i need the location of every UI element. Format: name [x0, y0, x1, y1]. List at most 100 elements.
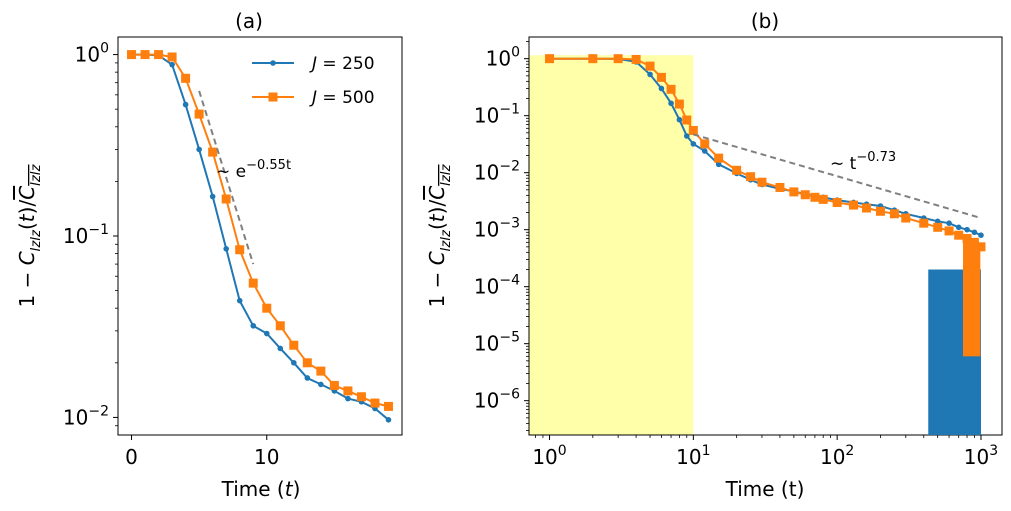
panel-a-series-2-point — [235, 245, 245, 255]
panel-b-series-2-point — [631, 54, 641, 64]
panel-a-series-1-point — [182, 101, 189, 108]
panel-a-series-2-point — [154, 50, 164, 60]
panel-b-series-1-point — [647, 71, 653, 78]
panel-b-y-label-text: 1 − CIzIz(t)/CIzIz — [425, 163, 454, 307]
panel-a-series-2-point — [383, 401, 393, 411]
panel-b-y-tick-label: 10−6 — [474, 387, 520, 413]
panel-b-series-2-point — [962, 234, 972, 244]
panel-a-series-2-point — [356, 392, 366, 402]
panel-b-series-1-point — [668, 100, 674, 107]
panel-b-y-tick-label: 10−3 — [474, 216, 520, 242]
panel-b-y-tick-label: 10−5 — [474, 330, 520, 356]
panel-b-series-2-point — [714, 153, 724, 163]
panel-b-series-1-point — [715, 161, 722, 168]
panel-a-series-1-point — [277, 345, 284, 352]
panel-b-series-2-point — [818, 194, 828, 204]
panel-b-series-2-point — [901, 213, 911, 223]
panel-b-y-tick-label: 10−2 — [474, 159, 520, 185]
panel-b-series-group — [545, 54, 986, 252]
panel-a-y-tick-label: 10−1 — [63, 222, 109, 248]
panel-b-series-2-point — [588, 54, 598, 64]
panel-b-series-2-point — [746, 172, 756, 182]
panel-b-series-2-point — [862, 203, 872, 213]
panel-b-series-1-point — [964, 226, 970, 233]
panel-b-series-2-point — [919, 218, 929, 228]
panel-b-noise-orange — [963, 242, 981, 357]
panel-b-y-tick-label: 10−4 — [474, 273, 520, 299]
panel-a-series-1-point — [345, 395, 351, 402]
panel-b-y-tick-label: 100 — [486, 45, 520, 71]
legend-label-2: J = 500 — [309, 88, 375, 108]
panel-b-series-1-point — [955, 224, 962, 231]
panel-a-series-2-point — [127, 50, 137, 60]
panel-a-x-axis-label: Time (t) — [221, 477, 301, 501]
panel-b-shaded-region — [529, 55, 694, 435]
panel-b-series-2-point — [875, 206, 885, 216]
panel-b-series-1-point — [934, 218, 941, 225]
panel-b-series-2-point — [832, 197, 842, 207]
panel-a-x-tick-label: 10 — [254, 445, 279, 469]
panel-a-x-tick-label: 0 — [125, 445, 138, 469]
panel-a-series-2-point — [248, 278, 258, 288]
legend-marker-2 — [268, 92, 278, 102]
panel-a-series-2-point — [316, 366, 326, 376]
panel-b-y-tick-label: 10−1 — [474, 102, 520, 128]
panel-b-series-1-point — [658, 85, 665, 92]
panel-a-series-2-point — [370, 398, 380, 408]
panel-a-series-2-point — [275, 321, 285, 331]
panel-a-series-2-point — [181, 73, 191, 83]
panel-a-series-2-point — [343, 386, 353, 396]
panel-b-series-2-point — [944, 226, 954, 236]
panel-a: (a) 1 − CIzIz(t)/CIzIz Time (t) 0 10 10−2 1… — [15, 9, 403, 501]
panel-b-series-1-point — [683, 133, 690, 139]
panel-b-series-2-point — [656, 72, 666, 82]
panel-a-series-1-point — [304, 375, 311, 381]
panel-a-fit-line — [198, 90, 255, 265]
panel-b-series-2-point — [789, 187, 799, 197]
panel-b-series-2-point — [810, 192, 820, 202]
panel-b-series-2-point — [933, 222, 943, 232]
panel-b-series-2-point — [849, 200, 859, 210]
panel-a-series-1-point — [385, 417, 392, 423]
panel-a-series-group — [127, 50, 393, 423]
panel-b-x-tick-label: 103 — [964, 443, 998, 469]
panel-b-x-tick-label: 102 — [820, 443, 854, 469]
panel-a-series-1-point — [169, 61, 175, 68]
panel-a-series-2-point — [208, 147, 218, 157]
panel-a-series-1-point — [291, 360, 297, 366]
panel-b-series-2-point — [545, 54, 555, 64]
panel-a-plot-area: 0 10 10−2 10−1 100 ∼ e−0.55t — [63, 36, 403, 469]
panel-a-series-2-point — [140, 50, 150, 60]
panel-a-legend: J = 250 J = 500 — [252, 54, 375, 108]
panel-a-series-2-point — [302, 358, 312, 368]
panel-a-y-tick-label: 10−2 — [63, 403, 109, 429]
panel-b-title: (b) — [751, 9, 779, 33]
panel-b-series-1-point — [690, 141, 697, 147]
panel-b-series-1-point — [978, 232, 984, 239]
panel-a-series-2-point — [329, 380, 339, 390]
panel-b-x-tick-label: 101 — [676, 443, 710, 469]
panel-a-y-tick-label: 100 — [75, 41, 109, 67]
panel-a-series-1-point — [236, 297, 243, 304]
panel-b-series-2-point — [645, 61, 655, 71]
panel-b-series-1-point — [946, 220, 952, 226]
legend-marker-1 — [270, 60, 276, 66]
panel-b-y-axis-label: 1 − CIzIz(t)/CIzIz — [425, 163, 454, 307]
panel-b-series-2-point — [666, 84, 676, 94]
panel-b-series-2-point — [682, 115, 692, 125]
panel-a-series-2-point — [194, 109, 204, 119]
panel-b-series-1-point — [701, 148, 708, 154]
panel-b-noise-band — [928, 242, 981, 435]
panel-b-series-2-point — [954, 230, 964, 240]
panel-a-series-1-line — [131, 53, 390, 421]
panel-b-series-1-point — [971, 229, 978, 236]
panel-a-series-2-point — [167, 52, 177, 62]
panel-a-series-1-point — [196, 146, 202, 153]
panel-b-series-2-point — [613, 54, 623, 64]
panel-b-series-2-point — [757, 177, 767, 187]
panel-b: (b) 1 − CIzIz(t)/CIzIz Time (t) 100 101 10… — [425, 9, 1003, 501]
panel-a-series-2-point — [289, 340, 299, 350]
panel-b-frame — [528, 36, 1003, 436]
panel-a-series-2-point — [262, 303, 272, 313]
